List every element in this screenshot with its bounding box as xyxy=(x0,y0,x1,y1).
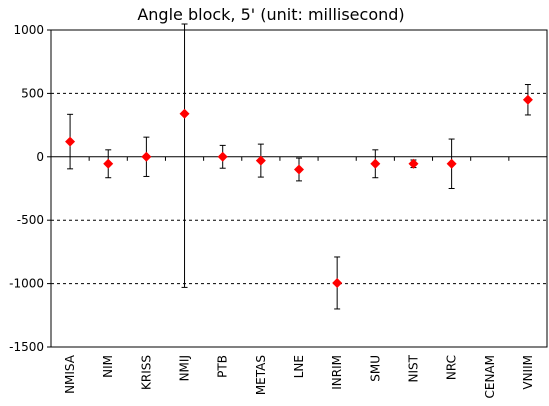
chart-title: Angle block, 5' (unit: millisecond) xyxy=(137,5,404,24)
data-point-marker xyxy=(65,136,76,147)
x-category-label: INRIM xyxy=(330,355,344,390)
data-point-marker xyxy=(103,158,114,169)
x-category-label: CENAM xyxy=(483,355,497,399)
x-category-label: METAS xyxy=(254,355,268,395)
y-tick-label: 1000 xyxy=(13,23,44,37)
data-point-marker xyxy=(217,151,228,162)
x-category-label: NIST xyxy=(406,354,420,382)
y-tick-label: 0 xyxy=(36,150,44,164)
x-category-label: PTB xyxy=(216,355,230,378)
data-point-marker xyxy=(141,151,152,162)
y-tick-label: -1500 xyxy=(9,340,44,354)
data-point-marker xyxy=(408,158,419,169)
x-category-label: NIM xyxy=(101,355,115,378)
gridlines xyxy=(51,92,547,285)
data-point-marker xyxy=(446,158,457,169)
data-point-marker xyxy=(179,108,190,119)
x-category-label: KRISS xyxy=(139,355,153,390)
data-point-marker xyxy=(522,94,533,105)
axes xyxy=(50,29,548,348)
x-category-label: SMU xyxy=(368,355,382,382)
x-category-label: NMISA xyxy=(63,354,77,394)
data-point-marker xyxy=(370,158,381,169)
x-category-label: NRC xyxy=(445,355,459,380)
data-point-marker xyxy=(255,155,266,166)
y-tick-label: -1000 xyxy=(9,277,44,291)
x-category-label: NMIJ xyxy=(178,355,192,381)
data-point-marker xyxy=(332,277,343,288)
y-axis-ticks: 1000 500 0 -500 -1000 -1500 xyxy=(9,23,51,354)
x-category-label: LNE xyxy=(292,355,306,378)
plot-area-border xyxy=(50,29,548,348)
x-category-label: VNIIM xyxy=(521,355,535,390)
data-point-marker xyxy=(294,164,304,175)
y-tick-label: 500 xyxy=(21,86,44,100)
data-points xyxy=(65,23,533,310)
x-axis-categories: NMISA NIM KRISS NMIJ PTB METAS LNE INRIM SMU NIST… xyxy=(50,156,548,399)
y-tick-label: -500 xyxy=(17,213,44,227)
